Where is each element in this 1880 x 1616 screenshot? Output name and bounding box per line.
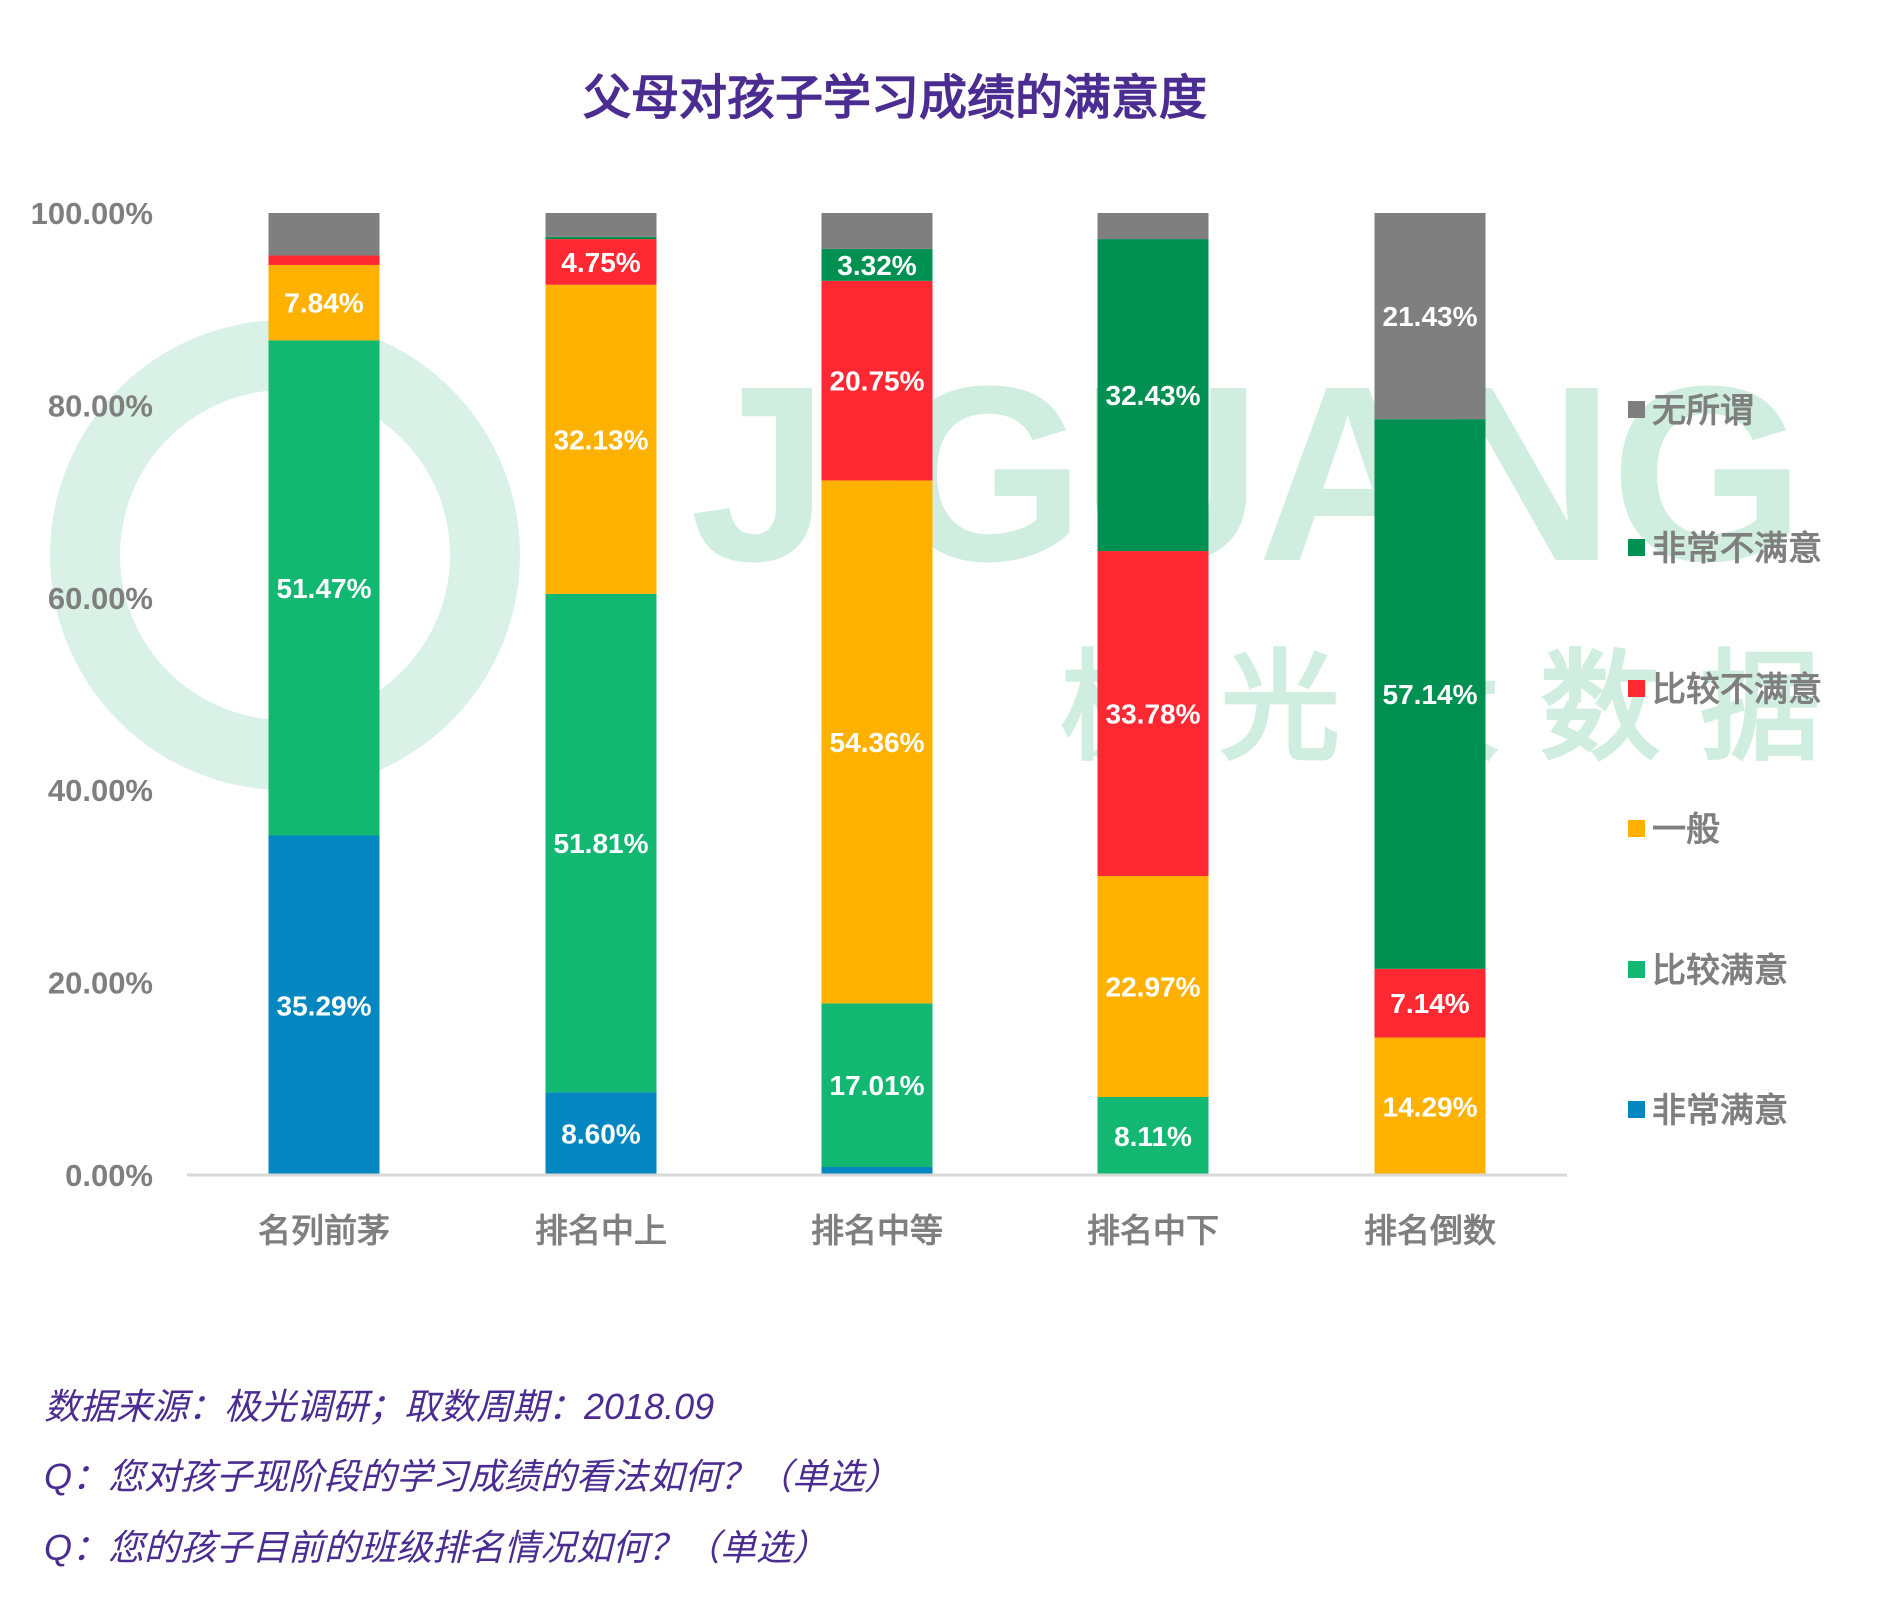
legend-label: 比较不满意 — [1652, 671, 1822, 709]
legend-swatch — [1628, 820, 1645, 837]
bar-segment — [821, 480, 933, 1004]
bar-segment — [268, 255, 380, 265]
data-label: 33.78% — [1106, 699, 1201, 730]
legend-swatch — [1628, 539, 1645, 556]
bar-segment — [1097, 876, 1209, 1097]
legend-swatch — [1628, 961, 1645, 978]
bar-segment — [545, 593, 657, 1093]
x-tick-label: 排名中等 — [811, 1212, 943, 1249]
bar-segment — [1374, 1037, 1486, 1175]
data-label: 4.75% — [561, 247, 640, 278]
data-label: 14.29% — [1383, 1091, 1478, 1122]
data-label: 54.36% — [830, 727, 925, 758]
bar-segment — [268, 213, 380, 256]
bar-segment — [1097, 239, 1209, 552]
data-label: 17.01% — [830, 1070, 925, 1101]
bar-segment — [821, 1003, 933, 1168]
bar-segment — [1097, 551, 1209, 877]
bar-segment — [545, 1092, 657, 1175]
bar-segment — [821, 1167, 933, 1175]
bar-segment — [821, 213, 933, 249]
bar-segment — [545, 239, 657, 285]
x-tick-label: 排名中上 — [535, 1212, 667, 1249]
data-label: 8.11% — [1114, 1121, 1192, 1152]
bar-segment — [268, 264, 380, 341]
bar-segment — [268, 835, 380, 1175]
y-tick-label: 40.00% — [48, 773, 153, 808]
bar-segment — [1097, 1096, 1209, 1175]
bar-segment — [821, 280, 933, 481]
data-label: 20.75% — [830, 366, 925, 397]
data-label: 57.14% — [1383, 679, 1478, 710]
data-label: 35.29% — [277, 990, 372, 1021]
legend-swatch — [1628, 680, 1645, 697]
x-tick-label: 名列前茅 — [258, 1212, 390, 1249]
y-tick-label: 20.00% — [48, 966, 153, 1001]
bar-segment — [545, 213, 657, 237]
bar-segment — [821, 248, 933, 281]
x-tick-label: 排名中下 — [1087, 1212, 1219, 1249]
data-label: 51.47% — [277, 573, 372, 604]
data-label: 32.43% — [1106, 380, 1201, 411]
bar-segment — [1374, 213, 1486, 420]
x-tick-label: 排名倒数 — [1364, 1212, 1497, 1249]
y-tick-label: 60.00% — [48, 581, 153, 616]
footnote-question-2: Q：您的孩子目前的班级排名情况如何？（单选） — [44, 1527, 829, 1568]
legend-swatch — [1628, 1101, 1645, 1118]
legend-swatch — [1628, 401, 1645, 418]
chart-title: 父母对孩子学习成绩的满意度 — [582, 72, 1207, 125]
footnote-source: 数据来源：极光调研；取数周期：2018.09 — [44, 1386, 715, 1427]
legend-label: 一般 — [1652, 811, 1720, 849]
bar-segment — [268, 340, 380, 836]
data-label: 21.43% — [1383, 301, 1478, 332]
y-tick-label: 100.00% — [31, 196, 153, 231]
data-label: 32.13% — [554, 424, 649, 455]
bar-segment — [1374, 968, 1486, 1038]
footnote-question-1: Q：您对孩子现阶段的学习成绩的看法如何？（单选） — [44, 1456, 901, 1497]
legend-label: 非常满意 — [1652, 1092, 1788, 1130]
data-label: 22.97% — [1106, 971, 1201, 1002]
data-label: 3.32% — [837, 250, 916, 281]
legend-label: 无所谓 — [1652, 392, 1754, 430]
bar-segment — [545, 284, 657, 594]
legend-label: 非常不满意 — [1652, 530, 1822, 568]
data-label: 7.14% — [1390, 988, 1469, 1019]
data-label: 7.84% — [284, 288, 363, 319]
legend-label: 比较满意 — [1652, 952, 1788, 990]
y-tick-label: 0.00% — [65, 1158, 153, 1193]
data-label: 8.60% — [561, 1119, 640, 1150]
y-tick-label: 80.00% — [48, 388, 153, 423]
bar-segment — [1097, 213, 1209, 240]
bar-segment — [545, 236, 657, 240]
bar-segment — [1374, 419, 1486, 969]
data-label: 51.81% — [554, 828, 649, 859]
